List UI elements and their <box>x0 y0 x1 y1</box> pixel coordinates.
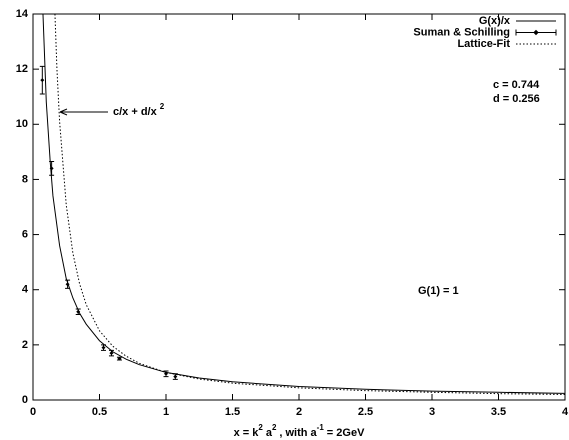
x-tick-label: 1 <box>163 406 169 418</box>
data-point <box>109 351 114 356</box>
fit-sup: 2 <box>160 102 165 111</box>
data-point <box>49 166 54 171</box>
y-tick-label: 0 <box>22 394 28 406</box>
y-tick-label: 4 <box>22 284 29 296</box>
legend-sample <box>515 29 557 36</box>
curve <box>54 13 566 395</box>
x-label-part: = 2GeV <box>327 427 365 439</box>
data-point <box>101 345 106 350</box>
data-point <box>117 356 122 361</box>
x-tick-label: 2 <box>296 406 302 418</box>
data-point <box>40 78 45 83</box>
x-label-part: , with a <box>279 427 317 439</box>
y-tick-label: 6 <box>22 228 28 240</box>
annotation-c: c = 0.744 <box>493 79 540 91</box>
data-point <box>65 282 70 287</box>
y-tick-label: 14 <box>16 8 29 20</box>
x-label-part: 2 <box>272 423 277 432</box>
x-label-part: -1 <box>317 423 325 432</box>
y-tick-label: 10 <box>16 118 28 130</box>
x-tick-label: 4 <box>562 406 569 418</box>
x-tick-label: 2.5 <box>358 406 373 418</box>
legend-label: Lattice-Fit <box>457 38 510 50</box>
x-tick-label: 0.5 <box>92 406 107 418</box>
curve <box>42 13 566 394</box>
legend-label: Suman & Schilling <box>413 26 510 38</box>
annotation-d: d = 0.256 <box>493 93 540 105</box>
x-label-part: x = k <box>234 427 260 439</box>
y-tick-label: 12 <box>16 63 28 75</box>
annotation-fit: c/x + d/x 2 <box>113 102 165 118</box>
plot-frame <box>32 13 566 401</box>
fit-text: c/x + d/x <box>113 106 158 118</box>
annotation-g1: G(1) = 1 <box>418 285 459 297</box>
x-label-part: 2 <box>258 423 263 432</box>
data-point <box>173 374 178 379</box>
x-label-part: a <box>266 427 273 439</box>
x-tick-label: 3.5 <box>491 406 506 418</box>
y-tick-label: 2 <box>22 339 28 351</box>
x-tick-label: 0 <box>30 406 36 418</box>
y-tick-label: 8 <box>22 173 28 185</box>
x-tick-label: 1.5 <box>225 406 240 418</box>
data-point <box>76 309 81 314</box>
x-axis-label: x = k2 a2, with a-1 = 2GeV <box>234 423 365 439</box>
arrow-head <box>59 108 68 116</box>
x-tick-label: 3 <box>429 406 435 418</box>
legend-label: G(x)/x <box>479 15 511 27</box>
